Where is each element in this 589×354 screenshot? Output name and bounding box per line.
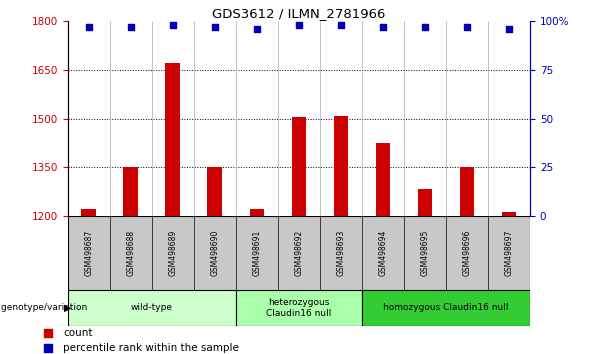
Text: GSM498690: GSM498690	[210, 230, 219, 276]
Bar	[502, 212, 517, 216]
Point	[294, 22, 304, 28]
Text: GSM498692: GSM498692	[294, 230, 303, 276]
Text: GSM498695: GSM498695	[421, 230, 429, 276]
Point	[210, 24, 220, 30]
Point	[44, 330, 53, 336]
Bar	[250, 210, 264, 216]
Text: homozygous Claudin16 null: homozygous Claudin16 null	[383, 303, 509, 313]
Text: GSM498691: GSM498691	[252, 230, 262, 276]
Bar	[124, 167, 138, 216]
Text: GSM498688: GSM498688	[126, 230, 135, 276]
Text: GSM498689: GSM498689	[168, 230, 177, 276]
Point	[504, 26, 514, 32]
Point	[462, 24, 472, 30]
Point	[84, 24, 94, 30]
Point	[252, 26, 262, 32]
Text: percentile rank within the sample: percentile rank within the sample	[63, 343, 239, 353]
Text: GSM498687: GSM498687	[84, 230, 93, 276]
Bar	[292, 117, 306, 216]
Title: GDS3612 / ILMN_2781966: GDS3612 / ILMN_2781966	[212, 7, 386, 20]
Bar	[81, 209, 96, 216]
Point	[378, 24, 388, 30]
Text: count: count	[63, 328, 92, 338]
Text: heterozygous
Claudin16 null: heterozygous Claudin16 null	[266, 298, 332, 318]
Bar	[459, 167, 474, 216]
Point	[168, 22, 177, 28]
Bar	[418, 189, 432, 216]
Text: GSM498693: GSM498693	[336, 230, 346, 276]
Bar	[207, 167, 222, 216]
Text: wild-type: wild-type	[131, 303, 173, 313]
Point	[44, 346, 53, 351]
Point	[126, 24, 135, 30]
Bar	[166, 63, 180, 216]
Point	[336, 22, 346, 28]
Point	[421, 24, 430, 30]
Text: genotype/variation: genotype/variation	[1, 303, 90, 313]
Text: ▶: ▶	[64, 303, 71, 313]
Bar	[376, 143, 391, 216]
Bar	[333, 116, 348, 216]
Text: GSM498696: GSM498696	[462, 230, 472, 276]
Bar	[236, 290, 362, 326]
Bar	[68, 290, 236, 326]
Text: GSM498694: GSM498694	[379, 230, 388, 276]
Text: GSM498697: GSM498697	[505, 230, 514, 276]
Bar	[362, 290, 530, 326]
